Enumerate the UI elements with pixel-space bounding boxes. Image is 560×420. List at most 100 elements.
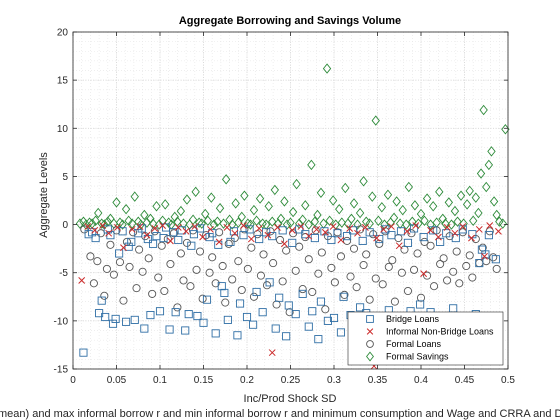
data-point-x xyxy=(191,223,199,230)
data-point-circle xyxy=(186,282,195,291)
data-point-x xyxy=(159,222,167,229)
data-point-diamond xyxy=(209,219,219,230)
data-point-diamond xyxy=(459,218,468,229)
data-point-x xyxy=(274,224,281,231)
data-point-x xyxy=(215,238,223,246)
data-point-diamond xyxy=(301,200,310,211)
data-point-circle xyxy=(285,308,294,317)
data-point-circle xyxy=(468,273,477,282)
data-point-square xyxy=(159,234,168,243)
data-point-square xyxy=(295,225,304,234)
data-point-square xyxy=(171,308,180,317)
data-point-square xyxy=(258,308,267,317)
data-point-x xyxy=(321,228,329,236)
data-point-x xyxy=(475,225,483,233)
data-point-diamond xyxy=(374,215,383,226)
data-point-diamond xyxy=(341,182,350,194)
data-point-square xyxy=(275,293,284,302)
data-point-square xyxy=(217,282,226,291)
data-point-diamond xyxy=(194,217,204,228)
data-point-circle xyxy=(205,268,214,277)
data-point-circle xyxy=(144,254,153,263)
data-point-circle xyxy=(388,256,397,265)
data-point-diamond xyxy=(304,219,313,230)
data-point-diamond xyxy=(420,215,429,226)
data-point-circle xyxy=(439,254,448,263)
data-point-diamond xyxy=(389,212,399,224)
data-point-square xyxy=(208,229,217,238)
data-point-diamond xyxy=(264,201,273,212)
data-point-diamond xyxy=(349,198,359,209)
data-point-diamond xyxy=(182,194,192,205)
data-point-diamond xyxy=(325,215,334,226)
data-point-circle xyxy=(416,293,426,302)
data-point-square xyxy=(349,226,358,235)
data-point-circle xyxy=(327,263,336,272)
data-point-square xyxy=(79,348,88,357)
data-point-circle xyxy=(371,274,380,283)
data-point-diamond xyxy=(310,216,320,227)
data-point-diamond xyxy=(487,146,496,157)
y-tick-label: -5 xyxy=(59,268,68,279)
y-axis-label: Aggregate Levels xyxy=(38,152,50,238)
data-point-diamond xyxy=(234,217,243,228)
data-point-square xyxy=(108,319,118,328)
data-point-square xyxy=(265,278,274,287)
data-point-square xyxy=(336,328,346,337)
data-point-circle xyxy=(198,294,207,303)
data-point-circle xyxy=(462,261,471,271)
data-point-square xyxy=(249,320,258,329)
data-point-circle xyxy=(390,297,399,306)
data-point-x xyxy=(373,234,381,242)
data-point-circle xyxy=(192,265,201,274)
data-point-square xyxy=(442,229,451,238)
data-point-diamond xyxy=(444,197,454,208)
data-point-diamond xyxy=(203,215,213,226)
data-point-circle xyxy=(478,243,487,252)
data-point-x xyxy=(395,242,403,250)
x-tick-label: 0.05 xyxy=(107,375,127,386)
data-point-x xyxy=(495,227,502,235)
data-point-x xyxy=(207,225,214,233)
x-tick-label: 0.15 xyxy=(194,375,214,386)
data-point-circle xyxy=(195,247,205,256)
data-point-circle xyxy=(336,252,346,261)
data-point-circle xyxy=(278,277,287,286)
data-point-circle xyxy=(308,287,317,297)
legend: Bridge Loans Informal Non-Bridge Loans For… xyxy=(347,311,504,366)
data-point-diamond xyxy=(416,208,426,220)
data-point-x xyxy=(167,237,174,245)
data-point-circle xyxy=(272,300,281,309)
data-point-square xyxy=(111,314,120,323)
data-point-x xyxy=(143,231,151,239)
series-bridge-loans xyxy=(79,223,500,357)
data-point-diamond xyxy=(161,199,170,210)
data-point-circle xyxy=(166,259,175,269)
data-point-circle xyxy=(311,226,320,235)
data-point-diamond xyxy=(280,196,289,207)
data-point-square xyxy=(226,237,235,246)
data-point-square xyxy=(416,300,425,309)
data-point-x xyxy=(99,222,106,229)
data-point-square xyxy=(458,225,467,234)
data-point-square xyxy=(475,259,484,268)
data-point-diamond xyxy=(335,203,344,215)
data-point-diamond xyxy=(307,159,316,171)
data-point-square xyxy=(323,316,332,325)
data-point-circle xyxy=(221,298,230,307)
data-point-circle xyxy=(291,266,300,275)
data-point-diamond xyxy=(176,205,186,217)
y-tick-label: 20 xyxy=(57,28,69,39)
data-point-square xyxy=(278,226,287,235)
data-point-square xyxy=(148,239,158,248)
data-point-x xyxy=(174,224,182,231)
data-point-diamond xyxy=(355,207,365,219)
data-point-x xyxy=(451,229,459,237)
figure-caption: mean) and max informal borrow r and min … xyxy=(0,408,560,420)
legend-marker-square xyxy=(366,315,374,323)
data-point-square xyxy=(284,301,293,310)
data-point-x xyxy=(105,229,113,237)
data-point-square xyxy=(484,231,493,240)
data-point-square xyxy=(387,231,396,240)
